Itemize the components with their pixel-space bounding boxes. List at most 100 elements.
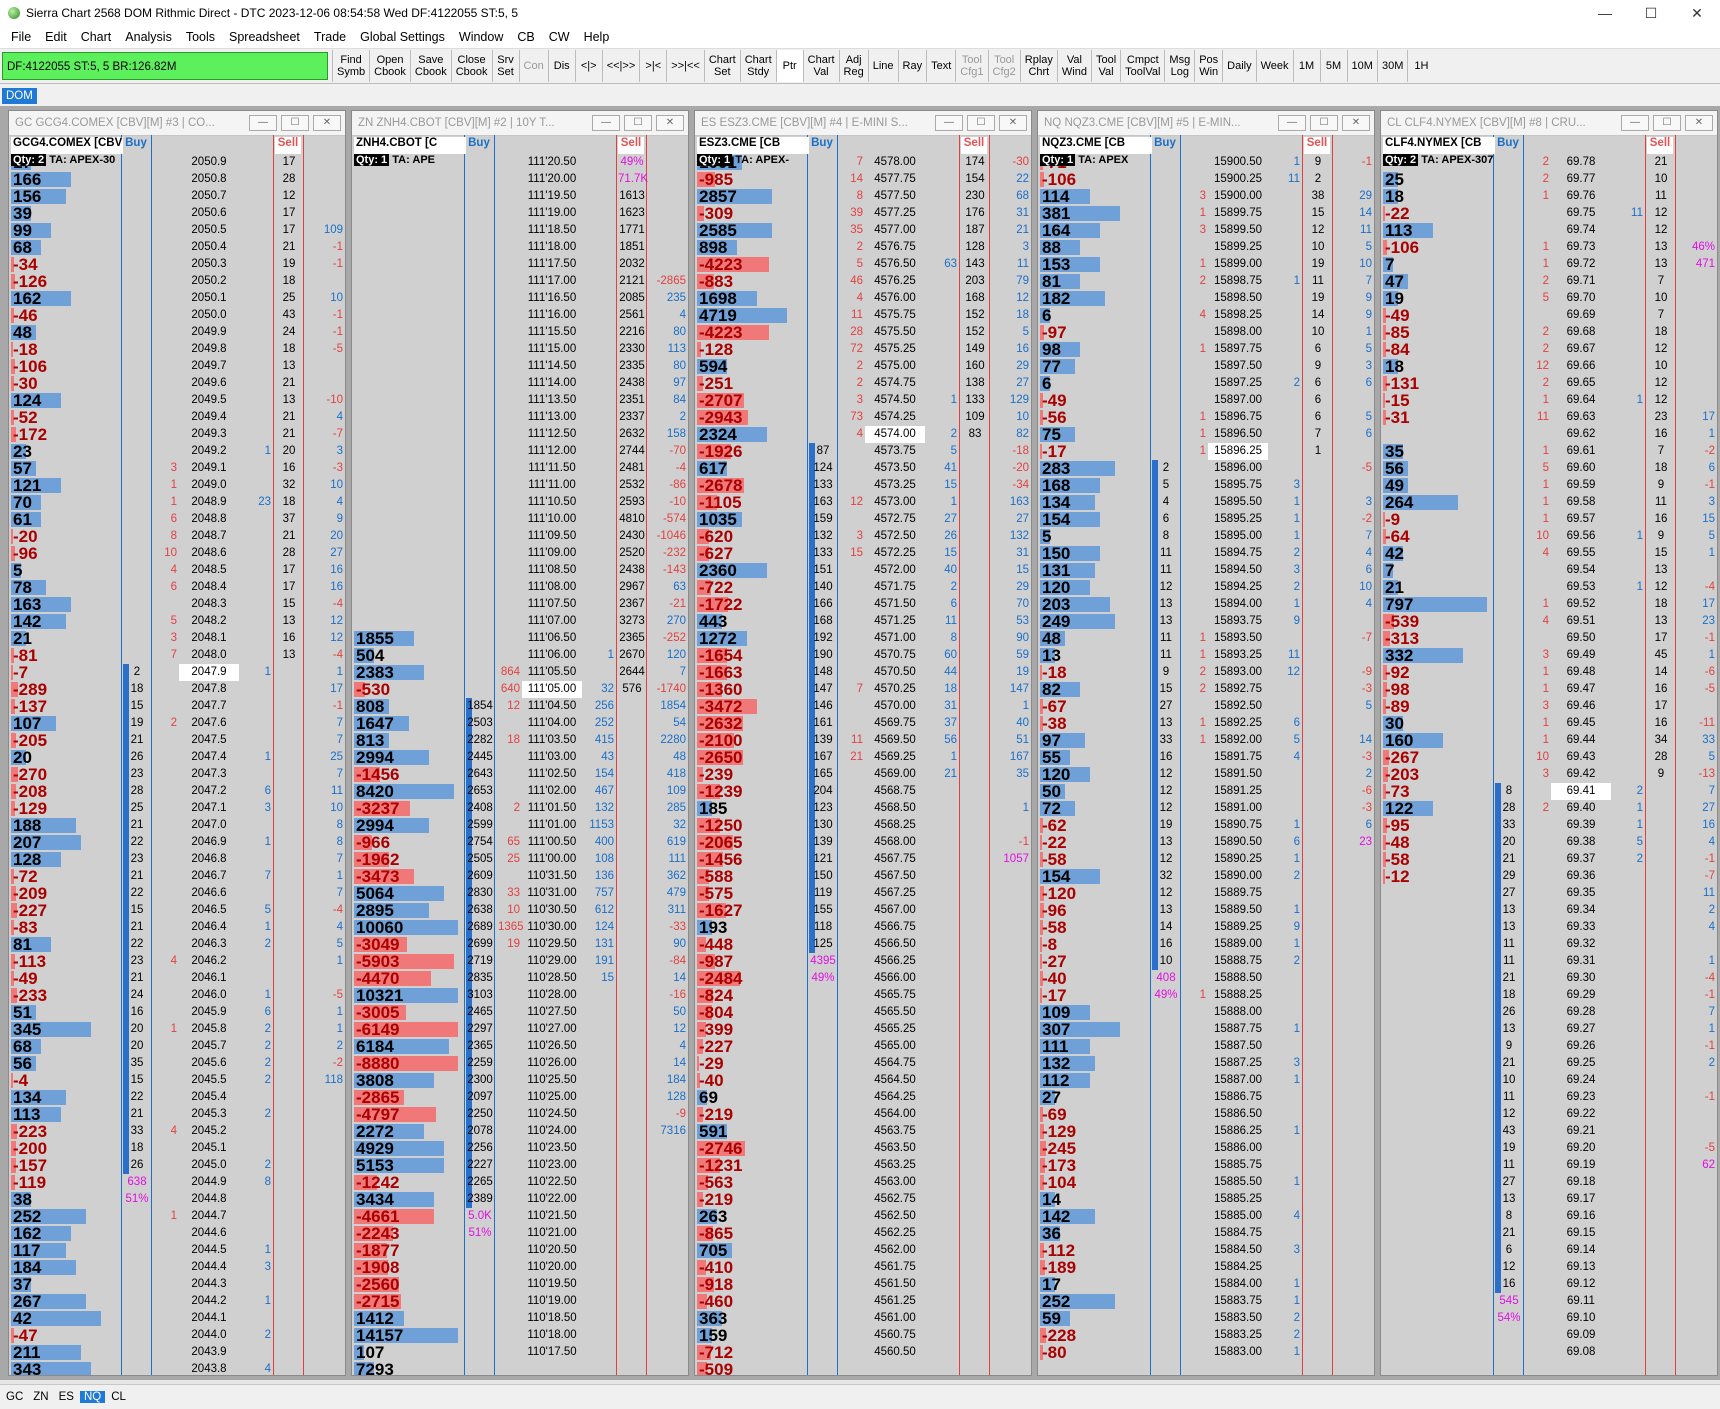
- ladder-row[interactable]: 70 1 2048.9 23 18 4: [9, 494, 345, 511]
- ladder-row[interactable]: 252 15883.75 1: [1038, 1293, 1374, 1310]
- bid-quantity[interactable]: 11: [1495, 953, 1523, 970]
- ladder-row[interactable]: -89 3 69.46 17: [1381, 698, 1717, 715]
- price-level[interactable]: 15886.75: [1214, 1091, 1262, 1103]
- price-level[interactable]: 4578.00: [874, 156, 916, 168]
- toolbar-chart-stdy-button[interactable]: Chart Stdy: [739, 50, 776, 82]
- price-level[interactable]: [865, 1361, 925, 1375]
- price-level[interactable]: 2045.4: [191, 1091, 227, 1103]
- ask-quantity[interactable]: 2744: [619, 445, 645, 457]
- dom-maximize-button[interactable]: ☐: [1310, 115, 1338, 131]
- ladder-row[interactable]: -1926 87 4573.75 5 -18: [695, 443, 1031, 460]
- price-level[interactable]: 110'20.50: [527, 1244, 577, 1256]
- bid-quantity[interactable]: 19: [123, 715, 151, 732]
- ladder-row[interactable]: -64 10 69.56 1 9 5: [1381, 528, 1717, 545]
- ladder-row[interactable]: 111'11.00 2532 -86: [352, 477, 688, 494]
- ladder-row[interactable]: 2383 864 111'05.50 2644 7: [352, 664, 688, 681]
- buy-column-header[interactable]: Buy: [468, 137, 490, 149]
- price-level[interactable]: 4573.50: [874, 462, 916, 474]
- ladder-row[interactable]: 25 2 69.77 10: [1381, 171, 1717, 188]
- ladder-row[interactable]: -1250 130 4568.25: [695, 817, 1031, 834]
- ask-quantity[interactable]: 25: [282, 292, 296, 304]
- ladder-row[interactable]: -1456 121 4567.75 1057: [695, 851, 1031, 868]
- price-level[interactable]: 15884.50: [1214, 1244, 1262, 1256]
- ask-quantity[interactable]: 109: [965, 411, 985, 423]
- ladder-row[interactable]: -712 4560.50: [695, 1344, 1031, 1361]
- bid-quantity[interactable]: 22: [123, 885, 151, 902]
- price-level[interactable]: 110'25.50: [527, 1074, 577, 1086]
- ask-quantity[interactable]: 18: [1654, 326, 1668, 338]
- bid-quantity[interactable]: 21: [1495, 1225, 1523, 1242]
- ladder-row[interactable]: -9 1 69.57 16 15: [1381, 511, 1717, 528]
- ladder-row[interactable]: 211 2043.9: [9, 1344, 345, 1361]
- price-level[interactable]: 4564.75: [874, 1057, 916, 1069]
- price-level[interactable]: 2047.1: [191, 802, 227, 814]
- ask-quantity[interactable]: 16: [282, 462, 296, 474]
- price-level[interactable]: 2049.6: [191, 377, 227, 389]
- ladder-row[interactable]: -2243 51% 110'21.00: [352, 1225, 688, 1242]
- price-level[interactable]: 4568.50: [874, 802, 916, 814]
- price-level[interactable]: 4563.00: [874, 1176, 916, 1188]
- bid-quantity[interactable]: 10: [1495, 1072, 1523, 1089]
- ladder-row[interactable]: 27 69.18: [1381, 1174, 1717, 1191]
- ladder-row[interactable]: 142 15885.00 4: [1038, 1208, 1374, 1225]
- ladder-row[interactable]: 111'16.50 2085 235: [352, 290, 688, 307]
- price-level[interactable]: 15891.75: [1214, 751, 1262, 763]
- ladder-row[interactable]: 134 4 15895.50 1 3: [1038, 494, 1374, 511]
- price-level[interactable]: 110'27.50: [527, 1006, 577, 1018]
- price-level[interactable]: 111'02.50: [527, 768, 577, 780]
- price-level[interactable]: 69.55: [1566, 547, 1596, 559]
- ladder-row[interactable]: 78 6 2048.4 17 16: [9, 579, 345, 596]
- ladder-row[interactable]: -530 640 111'05.00 32 576 -1740: [352, 681, 688, 698]
- price-level[interactable]: 4572.00: [874, 564, 916, 576]
- ask-quantity[interactable]: 13: [282, 394, 296, 406]
- price-level[interactable]: 111'03.50: [527, 734, 577, 746]
- bid-quantity[interactable]: 2609: [466, 868, 494, 885]
- ask-quantity[interactable]: 2632: [619, 428, 645, 440]
- price-level[interactable]: 69.65: [1566, 377, 1596, 389]
- bid-quantity[interactable]: 16: [1495, 1276, 1523, 1293]
- ladder-row[interactable]: 111'09.00 2520 -232: [352, 545, 688, 562]
- bid-quantity[interactable]: 16: [1152, 936, 1180, 953]
- price-level[interactable]: 69.54: [1566, 564, 1596, 576]
- ladder-row[interactable]: 16 69.12: [1381, 1276, 1717, 1293]
- ask-quantity[interactable]: 10: [1311, 326, 1325, 338]
- toolbar-tool-val-button[interactable]: Tool Val: [1090, 50, 1120, 82]
- ladder-row[interactable]: 124 2049.5 13 -10: [9, 392, 345, 409]
- price-level[interactable]: 69.49: [1566, 649, 1596, 661]
- ladder-row[interactable]: 545 69.11: [1381, 1293, 1717, 1310]
- price-level[interactable]: 69.62: [1566, 428, 1596, 440]
- dom-ladder[interactable]: CLF4.NYMEX [CB Buy Sell 2 69.78 21 25 2 69.77 10 1…: [1381, 135, 1717, 1375]
- ask-quantity[interactable]: 176: [965, 207, 985, 219]
- toolbar-xxx-button[interactable]: <|>: [574, 50, 602, 82]
- ask-quantity[interactable]: 38: [1311, 190, 1325, 202]
- price-level[interactable]: 110'26.50: [527, 1040, 577, 1052]
- ladder-row[interactable]: 55 16 15891.75 4 -3: [1038, 749, 1374, 766]
- price-level[interactable]: 15890.00: [1214, 870, 1262, 882]
- dom-window-2[interactable]: ES ESZ3.CME [CBV][M] #4 | E-MINI S... — ☐ ✕…: [694, 110, 1032, 1376]
- price-level[interactable]: 69.34: [1566, 904, 1596, 916]
- ask-quantity[interactable]: 2967: [619, 581, 645, 593]
- ladder-row[interactable]: 2324 4 4574.00 2 83 82: [695, 426, 1031, 443]
- ladder-row[interactable]: -2678 133 4573.25 15 -34: [695, 477, 1031, 494]
- toolbar-1h-button[interactable]: 1H: [1407, 50, 1434, 82]
- toolbar-daily-button[interactable]: Daily: [1222, 50, 1255, 82]
- price-level[interactable]: 69.29: [1566, 989, 1596, 1001]
- price-level[interactable]: 2050.5: [191, 224, 227, 236]
- ladder-row[interactable]: 21 3 2048.1 16 12: [9, 630, 345, 647]
- ladder-row[interactable]: 594 2 4575.00 160 29: [695, 358, 1031, 375]
- price-level[interactable]: 15891.25: [1214, 785, 1262, 797]
- ladder-row[interactable]: -588 150 4567.50: [695, 868, 1031, 885]
- price-level[interactable]: 4571.75: [874, 581, 916, 593]
- ladder-row[interactable]: -131 2 69.65 12: [1381, 375, 1717, 392]
- ladder-row[interactable]: 49 1 69.59 9 -1: [1381, 477, 1717, 494]
- ladder-row[interactable]: 112 15887.00 1: [1038, 1072, 1374, 1089]
- ladder-row[interactable]: 111'13.50 2351 84: [352, 392, 688, 409]
- price-level[interactable]: 15891.50: [1214, 768, 1262, 780]
- ask-quantity[interactable]: 15: [282, 598, 296, 610]
- ladder-row[interactable]: -865 4562.25: [695, 1225, 1031, 1242]
- price-level[interactable]: 69.39: [1566, 819, 1596, 831]
- ladder-row[interactable]: 2272 2078 110'24.00 7316: [352, 1123, 688, 1140]
- ask-quantity[interactable]: 10: [1654, 292, 1668, 304]
- ladder-row[interactable]: -1239 204 4568.75: [695, 783, 1031, 800]
- price-level[interactable]: 69.30: [1566, 972, 1596, 984]
